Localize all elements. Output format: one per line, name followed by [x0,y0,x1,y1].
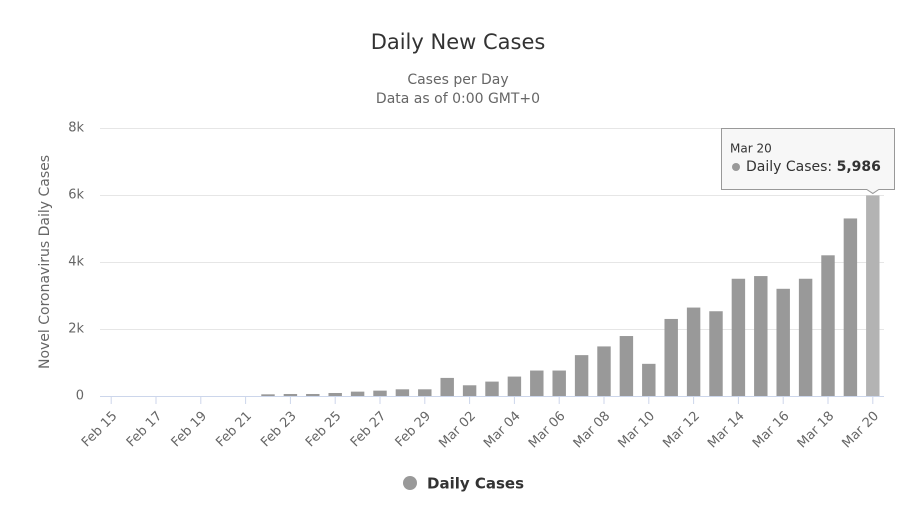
bar [283,393,298,396]
bar [664,318,678,396]
bar [462,385,477,396]
x-tick-label: Mar 20 [840,409,883,452]
bar [552,370,566,396]
legend-marker [403,476,417,490]
bar [709,311,723,396]
chart-title: Daily New Cases [371,30,546,54]
x-tick-label: Feb 15 [79,409,121,451]
bar [731,278,746,396]
x-tick-label: Mar 04 [481,409,524,452]
y-tick-label: 8k [68,121,84,136]
bar [395,389,410,396]
bar [798,278,813,396]
bar [597,346,611,396]
y-tick-label: 4k [68,255,84,270]
tooltip-box [721,128,895,195]
x-tick-label: Mar 16 [750,409,793,452]
legend: Daily Cases [403,475,524,493]
bar [574,355,589,396]
chart-subtitle: Cases per Day [407,72,508,88]
x-tick-label: Mar 10 [616,409,659,452]
x-tick-label: Feb 17 [124,409,166,451]
bar [754,276,768,396]
x-tick-label: Feb 27 [348,409,390,451]
bar [843,218,858,396]
y-tick-label: 2k [68,322,84,337]
bar [530,370,544,396]
tooltip-title: Mar 20 [730,142,772,156]
bar [866,195,880,396]
bar [776,288,790,396]
x-tick-label: Mar 06 [526,409,569,452]
tooltip-label: Daily Cases: [746,159,832,175]
x-tick-label: Feb 25 [303,409,345,451]
x-tick-label: Mar 02 [436,409,479,452]
bar [485,381,499,396]
y-tick-label: 6k [68,188,84,203]
bar [418,389,432,396]
y-axis-title: Novel Coronavirus Daily Cases [37,155,53,369]
x-tick-label: Feb 21 [213,409,255,451]
chart-subtitle: Data as of 0:00 GMT+0 [376,91,540,107]
tooltip: Mar 20 Daily Cases: 5,986 [721,128,895,195]
bar [373,390,387,396]
y-tick-label: 0 [76,389,84,404]
x-tick-label: Mar 08 [571,409,614,452]
x-tick-label: Feb 29 [393,409,435,451]
bar [507,376,522,396]
bar [619,336,634,396]
tooltip-text: Daily Cases: 5,986 [746,159,881,175]
x-tick-label: Mar 18 [795,409,838,452]
tooltip-marker [732,163,740,171]
bar [642,363,656,396]
bar [328,392,342,396]
bar [686,307,701,396]
tooltip-value: 5,986 [837,159,881,175]
legend-label: Daily Cases [427,475,524,493]
bar [440,377,454,396]
x-tick-label: Mar 12 [660,409,703,452]
bar [821,255,835,396]
x-tick-label: Feb 19 [169,409,211,451]
bar [350,391,365,396]
bar [261,394,275,396]
x-tick-label: Mar 14 [705,409,748,452]
x-tick-label: Feb 23 [258,409,300,451]
bar [306,393,320,396]
